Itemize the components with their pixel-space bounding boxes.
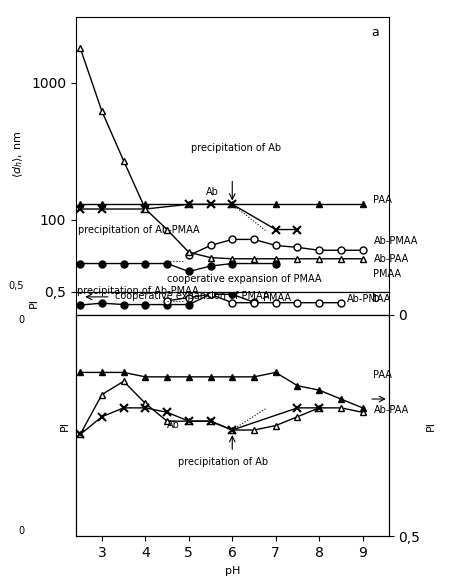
Text: precipitation of Ab: precipitation of Ab bbox=[178, 458, 268, 468]
Text: Ab-PAA: Ab-PAA bbox=[374, 254, 409, 264]
Text: precipitation of Ab-PMAA: precipitation of Ab-PMAA bbox=[77, 286, 199, 296]
Text: PAA: PAA bbox=[374, 370, 392, 380]
Text: precipitation of Ab-PMAA: precipitation of Ab-PMAA bbox=[78, 225, 200, 235]
Text: PMAA: PMAA bbox=[374, 269, 401, 279]
Text: Ab: Ab bbox=[206, 187, 219, 196]
Text: Ab: Ab bbox=[167, 420, 180, 430]
Text: 0: 0 bbox=[18, 526, 24, 536]
Text: Ab-PMAA: Ab-PMAA bbox=[374, 236, 418, 246]
Text: 0: 0 bbox=[18, 315, 24, 325]
Text: cooperative expansion of PMAA: cooperative expansion of PMAA bbox=[115, 291, 269, 301]
Y-axis label: PI: PI bbox=[29, 298, 39, 308]
Y-axis label: $\langle d_h \rangle$, nm: $\langle d_h \rangle$, nm bbox=[12, 131, 26, 178]
Text: cooperative expansion of PMAA: cooperative expansion of PMAA bbox=[167, 275, 321, 285]
Text: precipitation of Ab: precipitation of Ab bbox=[191, 143, 281, 153]
Text: Ab-PAA: Ab-PAA bbox=[374, 405, 409, 415]
Text: 0,5: 0,5 bbox=[9, 282, 24, 292]
X-axis label: pH: pH bbox=[225, 566, 240, 575]
Text: b: b bbox=[372, 292, 379, 305]
Text: PAA: PAA bbox=[374, 195, 392, 205]
Text: PMAA: PMAA bbox=[263, 293, 291, 303]
Text: Ab-PMAA: Ab-PMAA bbox=[347, 294, 392, 304]
Y-axis label: PI: PI bbox=[60, 420, 70, 431]
Text: a: a bbox=[372, 26, 379, 38]
Y-axis label: PI: PI bbox=[426, 420, 436, 431]
